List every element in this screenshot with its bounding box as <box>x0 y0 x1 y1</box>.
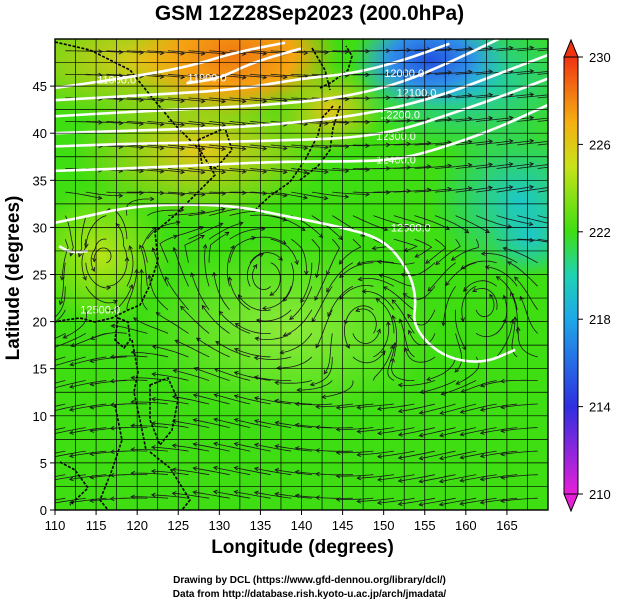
y-axis-label: Latitude (degrees) <box>3 195 24 361</box>
x-tick-label: 125 <box>167 518 189 533</box>
axis-ticks: 110 115 120 125 130 135 140 145 150 155 160 165 0 5 10… <box>33 79 518 533</box>
wind-streamlines <box>55 45 548 507</box>
contour-label: 12100.0 <box>397 88 437 100</box>
lat-lon-grid <box>54 38 549 511</box>
x-tick-label: 165 <box>496 518 518 533</box>
y-tick-label: 25 <box>33 268 47 283</box>
y-tick-label: 45 <box>33 79 47 94</box>
colorbar: 230 226 222 218 214 210 <box>563 38 611 513</box>
height-contour-line <box>55 53 548 135</box>
colorbar-tick-label: 218 <box>589 312 611 327</box>
colorbar-min-triangle <box>563 493 579 513</box>
colorbar-max-triangle <box>563 38 579 58</box>
y-tick-label: 40 <box>33 126 47 141</box>
height-contour-line <box>55 77 548 148</box>
x-tick-label: 150 <box>373 518 395 533</box>
x-tick-label: 160 <box>455 518 477 533</box>
x-tick-label: 140 <box>291 518 313 533</box>
colorbar-tick-label: 226 <box>589 137 611 152</box>
y-tick-label: 15 <box>33 362 47 377</box>
contour-label: 11900.0 <box>188 73 227 85</box>
contour-label: 12400.0 <box>376 155 416 167</box>
y-tick-label: 10 <box>33 409 47 424</box>
colorbar-tick-label: 214 <box>589 400 611 415</box>
contour-label: 12500.0 <box>391 222 431 234</box>
contour-label: 12300.0 <box>376 131 416 143</box>
x-tick-label: 155 <box>414 518 436 533</box>
colorbar-tick-label: 230 <box>589 50 611 65</box>
height-contour-line <box>55 39 500 118</box>
height-contour-line <box>55 203 516 363</box>
height-contour-line <box>55 103 548 173</box>
height-contours: 11900.0 11900.0 12000.012100.012200.012300… <box>55 39 548 363</box>
y-tick-label: 35 <box>33 173 47 188</box>
streamline-paths <box>55 47 548 506</box>
colorbar-tick-label: 210 <box>589 487 611 502</box>
x-tick-label: 120 <box>126 518 148 533</box>
x-tick-label: 110 <box>45 518 66 533</box>
contour-label: 12500.0 <box>80 304 120 316</box>
x-tick-label: 135 <box>250 518 272 533</box>
streamline-arrowheads <box>55 45 535 507</box>
height-contour-line <box>55 41 286 90</box>
y-tick-label: 20 <box>33 315 47 330</box>
credit-drawing: Drawing by DCL (https://www.gfd-dennou.o… <box>173 575 446 586</box>
credit-data-source: Data from http://database.rish.kyoto-u.a… <box>172 589 447 600</box>
x-tick-label: 115 <box>86 518 107 533</box>
height-contour-line <box>186 47 302 85</box>
y-tick-label: 30 <box>33 220 47 235</box>
y-tick-label: 0 <box>40 503 47 518</box>
x-tick-label: 145 <box>332 518 354 533</box>
colorbar-scale <box>563 56 579 495</box>
x-axis-label: Longitude (degrees) <box>211 537 394 558</box>
x-tick-label: 130 <box>208 518 230 533</box>
contour-label: 12200.0 <box>380 109 420 121</box>
colorbar-tick-label: 222 <box>589 225 611 240</box>
figure-title: GSM 12Z28Sep2023 (200.0hPa) <box>154 2 465 25</box>
y-tick-label: 5 <box>40 456 47 471</box>
height-contour-line <box>55 42 450 102</box>
